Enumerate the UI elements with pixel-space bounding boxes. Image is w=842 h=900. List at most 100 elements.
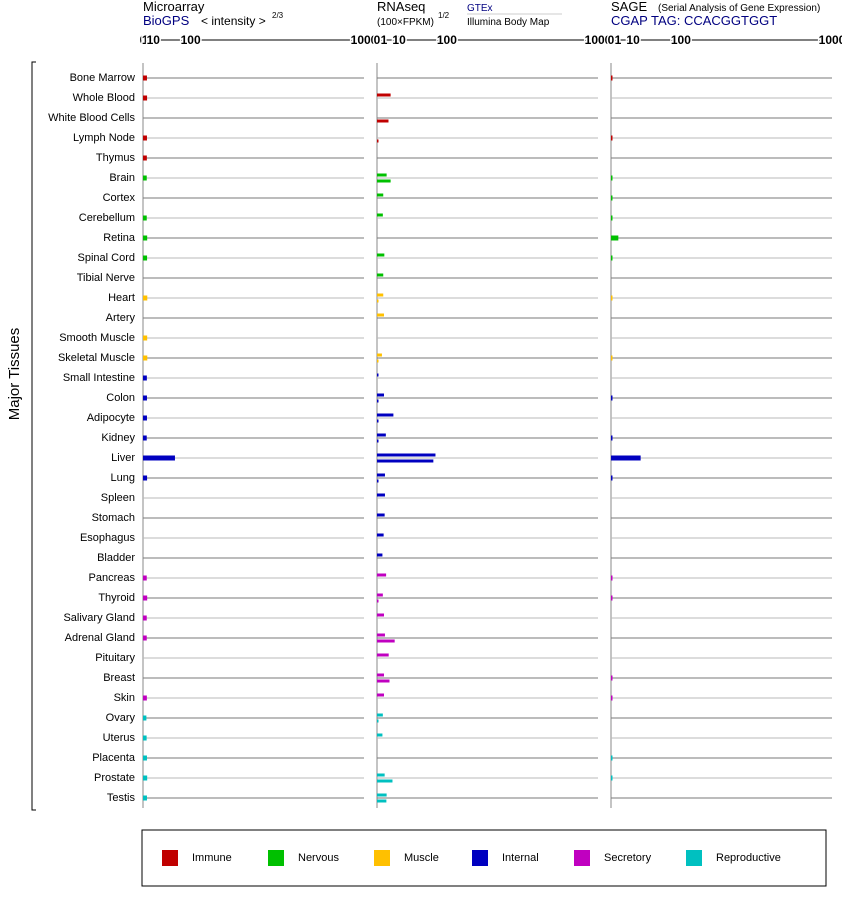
tissue-label: Thyroid bbox=[98, 592, 135, 604]
microarray-bar bbox=[143, 695, 147, 701]
rnaseq-illumina-bar bbox=[377, 639, 395, 643]
tissue-label: Pancreas bbox=[89, 572, 136, 584]
rnaseq-gtex-bar bbox=[377, 613, 384, 617]
microarray-bar bbox=[143, 615, 147, 621]
sage-subtitle: (Serial Analysis of Gene Expression) bbox=[658, 3, 820, 14]
tissue-label: Liver bbox=[111, 452, 135, 464]
rnaseq-tick-label: 100 bbox=[437, 33, 457, 47]
tissue-label: Heart bbox=[108, 292, 135, 304]
rnaseq-tick-label: 1 bbox=[381, 33, 388, 47]
rnaseq-gtex-bar bbox=[377, 173, 387, 177]
legend-label-internal: Internal bbox=[502, 852, 539, 864]
sage-bar bbox=[611, 755, 613, 761]
microarray-bar bbox=[143, 295, 148, 301]
sage-bar bbox=[611, 255, 613, 261]
tissue-label: Spleen bbox=[101, 492, 135, 504]
legend-swatch-internal bbox=[472, 850, 488, 866]
rnaseq-illumina-bar bbox=[377, 439, 379, 443]
rnaseq-gtex-bar bbox=[377, 533, 384, 537]
sage-bar bbox=[611, 675, 613, 681]
microarray-bar bbox=[143, 795, 147, 801]
microarray-source-link[interactable]: BioGPS bbox=[143, 13, 190, 28]
rnaseq-gtex-bar bbox=[377, 193, 384, 197]
rnaseq-gtex-bar bbox=[377, 253, 385, 257]
tissue-label: Tibial Nerve bbox=[77, 272, 135, 284]
rnaseq-gtex-bar bbox=[377, 553, 383, 557]
legend-label-muscle: Muscle bbox=[404, 852, 439, 864]
sage-bar bbox=[611, 395, 613, 401]
sage-bar bbox=[611, 695, 613, 701]
tissue-label: Bone Marrow bbox=[70, 72, 135, 84]
rnaseq-tick-label: 10 bbox=[392, 33, 406, 47]
rnaseq-gtex-bar bbox=[377, 633, 385, 637]
tissue-label: Prostate bbox=[94, 772, 135, 784]
rnaseq-tick-label: 0 bbox=[374, 33, 381, 47]
rnaseq-illumina-bar bbox=[377, 599, 379, 603]
tissue-label: Bladder bbox=[97, 552, 135, 564]
sage-bar bbox=[611, 295, 613, 301]
microarray-bar bbox=[143, 415, 147, 421]
legend-swatch-reproductive bbox=[686, 850, 702, 866]
legend-label-immune: Immune bbox=[192, 852, 232, 864]
rnaseq-gtex-bar bbox=[377, 393, 384, 397]
tissue-label: Cortex bbox=[103, 192, 136, 204]
sage-title: SAGE bbox=[611, 0, 647, 14]
microarray-bar bbox=[143, 715, 147, 721]
microarray-bar bbox=[143, 175, 147, 181]
microarray-bar bbox=[143, 75, 147, 81]
tissue-label: Smooth Muscle bbox=[59, 332, 135, 344]
tissue-label: Lung bbox=[111, 472, 135, 484]
microarray-title: Microarray bbox=[143, 0, 205, 14]
rnaseq-gtex-bar bbox=[377, 593, 383, 597]
legend-swatch-nervous bbox=[268, 850, 284, 866]
rnaseq-title: RNAseq bbox=[377, 0, 425, 14]
sage-bar bbox=[611, 75, 613, 81]
sage-bar bbox=[611, 175, 613, 181]
tissue-label: Esophagus bbox=[80, 532, 136, 544]
sage-bar bbox=[611, 475, 613, 481]
sage-bar bbox=[611, 435, 613, 441]
rnaseq-measure: (100×FPKM) bbox=[377, 17, 434, 28]
rnaseq-illumina-bar bbox=[377, 119, 389, 123]
rnaseq-gtex-bar bbox=[377, 573, 387, 577]
sage-tick-label: 1 bbox=[615, 33, 622, 47]
rnaseq-gtex-bar bbox=[377, 453, 436, 457]
rnaseq-gtex-bar bbox=[377, 693, 384, 697]
microarray-bar bbox=[143, 395, 147, 401]
microarray-bar bbox=[143, 95, 148, 101]
legend-swatch-muscle bbox=[374, 850, 390, 866]
legend-label-reproductive: Reproductive bbox=[716, 852, 781, 864]
tissue-label: Spinal Cord bbox=[78, 252, 135, 264]
rnaseq-illumina-bar bbox=[377, 799, 387, 803]
sage-bar bbox=[611, 355, 613, 361]
gtex-link[interactable]: GTEx bbox=[467, 3, 493, 14]
y-axis-bracket bbox=[31, 61, 36, 811]
rnaseq-gtex-bar bbox=[377, 433, 386, 437]
rnaseq-gtex-bar bbox=[377, 373, 379, 377]
rnaseq-illumina-bar bbox=[377, 179, 391, 183]
tissue-label: Adipocyte bbox=[87, 412, 135, 424]
microarray-bar bbox=[143, 475, 148, 481]
sage-tag-label[interactable]: CGAP TAG: CCACGGTGGT bbox=[611, 13, 777, 28]
tissue-label: Uterus bbox=[103, 732, 136, 744]
tissue-label: Small Intestine bbox=[63, 372, 135, 384]
rnaseq-gtex-bar bbox=[377, 513, 385, 517]
microarray-bar bbox=[143, 455, 175, 461]
microarray-bar bbox=[143, 635, 147, 641]
rnaseq-gtex-bar bbox=[377, 353, 382, 357]
rnaseq-gtex-bar bbox=[377, 793, 387, 797]
microarray-tick-label: 1000 bbox=[351, 33, 378, 47]
microarray-bar bbox=[143, 575, 147, 581]
microarray-tick-label: 0 bbox=[140, 33, 147, 47]
rnaseq-illumina-bar bbox=[377, 459, 434, 463]
tissue-label: Skin bbox=[114, 692, 135, 704]
rnaseq-illumina-bar bbox=[377, 359, 379, 363]
tissue-label: Lymph Node bbox=[73, 132, 135, 144]
sage-tick-label: 0 bbox=[608, 33, 615, 47]
rnaseq-gtex-bar bbox=[377, 413, 394, 417]
rnaseq-gtex-bar bbox=[377, 473, 385, 477]
tissue-label: Adrenal Gland bbox=[65, 632, 135, 644]
rnaseq-exponent: 1/2 bbox=[438, 11, 450, 20]
rnaseq-gtex-bar bbox=[377, 733, 383, 737]
